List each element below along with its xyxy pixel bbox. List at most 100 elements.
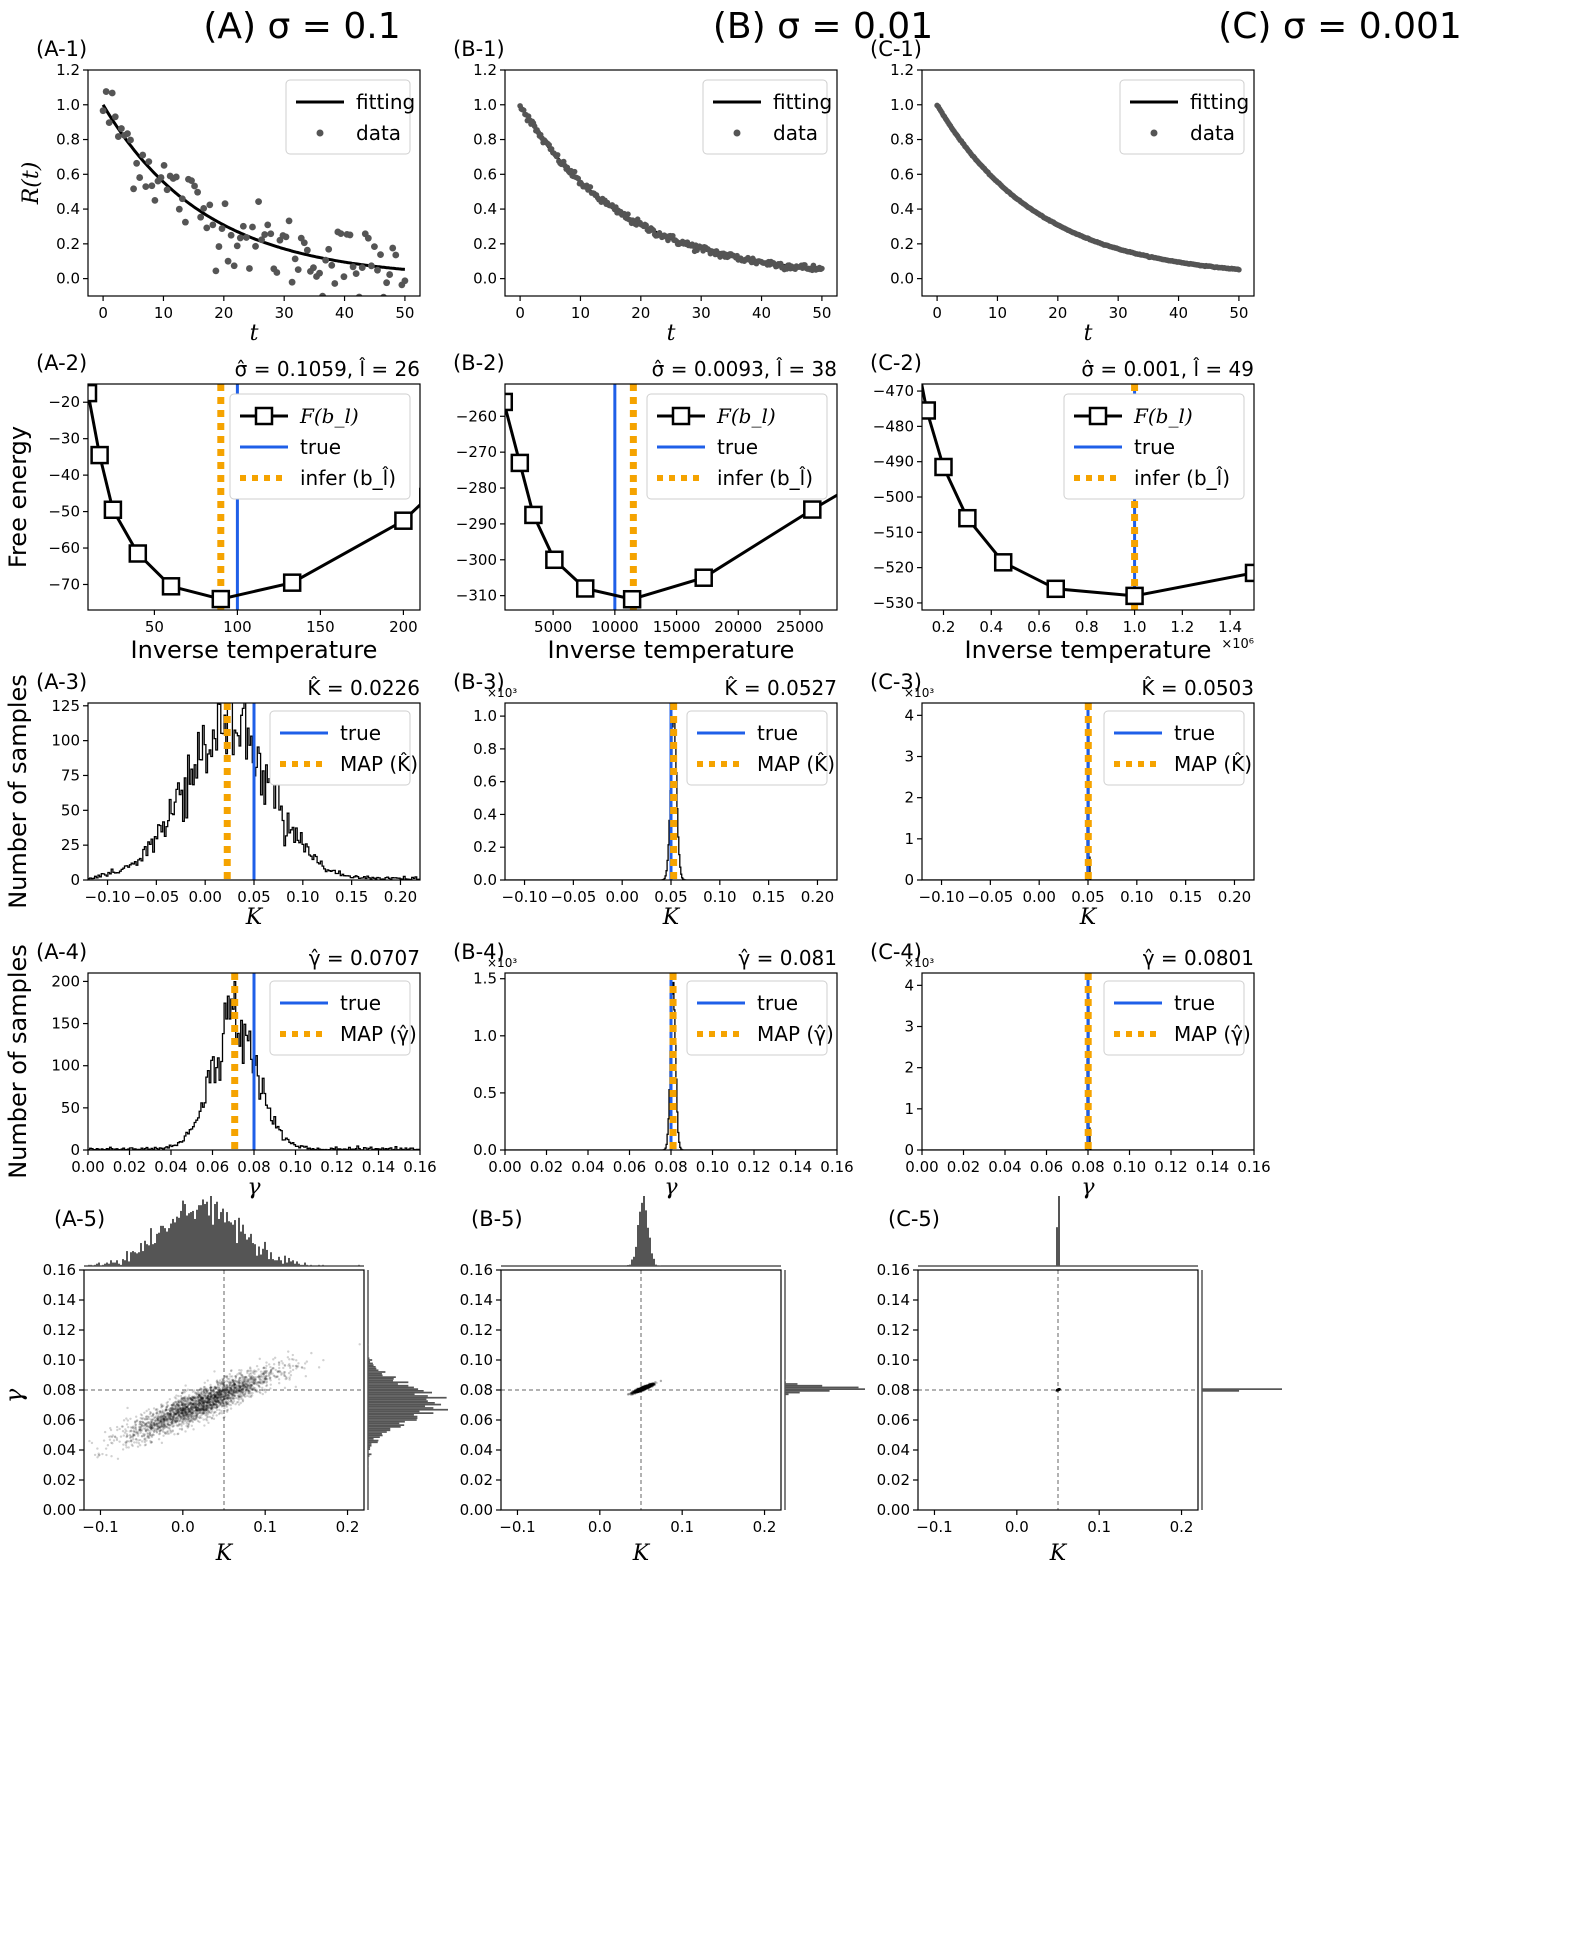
- sample-point: [166, 1413, 170, 1417]
- sample-point: [214, 1395, 217, 1399]
- sample-point: [197, 1396, 200, 1399]
- sample-point: [113, 1435, 117, 1439]
- sample-point: [191, 1399, 194, 1402]
- sample-point: [215, 1403, 218, 1406]
- sample-point: [164, 1423, 167, 1426]
- top-marginal-bar: [192, 1210, 194, 1266]
- sample-point: [199, 1407, 202, 1411]
- sample-point: [172, 1407, 176, 1411]
- sample-point: [253, 1370, 257, 1373]
- top-marginal-bar: [284, 1255, 286, 1266]
- sample-point: [274, 1368, 277, 1372]
- sample-point: [223, 1374, 226, 1378]
- sample-point: [182, 1413, 185, 1417]
- sample-point: [230, 1396, 234, 1399]
- sample-point: [186, 1404, 190, 1407]
- data-point: [367, 262, 375, 270]
- y-tick-label: 4: [904, 976, 914, 994]
- sample-point: [246, 1383, 250, 1386]
- right-marginal-bar: [368, 1383, 398, 1385]
- sample-point: [192, 1396, 196, 1400]
- sample-point: [194, 1416, 198, 1420]
- sample-point: [181, 1391, 184, 1395]
- sample-point: [146, 1428, 149, 1431]
- sample-point: [157, 1427, 161, 1430]
- sample-point: [163, 1419, 166, 1423]
- sample-point: [224, 1398, 228, 1401]
- sample-point: [232, 1383, 235, 1387]
- sample-point: [648, 1384, 652, 1388]
- sample-point: [279, 1371, 282, 1374]
- top-marginal-bar: [194, 1218, 196, 1266]
- sample-point: [234, 1402, 237, 1406]
- sample-point: [641, 1388, 645, 1391]
- sample-point: [224, 1404, 227, 1407]
- sample-point: [228, 1391, 231, 1394]
- sample-point: [239, 1384, 243, 1388]
- sample-point: [202, 1400, 205, 1404]
- top-marginal-bar: [294, 1263, 296, 1266]
- sample-point: [204, 1407, 207, 1410]
- sample-point: [217, 1412, 221, 1416]
- sample-point: [182, 1411, 185, 1415]
- sample-point: [222, 1389, 226, 1392]
- sample-point: [186, 1424, 190, 1427]
- sample-point: [223, 1380, 226, 1384]
- sample-point: [149, 1427, 153, 1431]
- panel-label: (B-4): [453, 940, 505, 964]
- sample-point: [183, 1409, 186, 1413]
- y-tick-label: 0.02: [43, 1471, 76, 1489]
- sample-point: [146, 1415, 149, 1418]
- sample-point: [240, 1388, 243, 1391]
- sample-point: [101, 1452, 104, 1456]
- sample-point: [237, 1395, 241, 1399]
- sample-point: [166, 1426, 169, 1429]
- sample-point: [199, 1407, 203, 1410]
- sample-point: [166, 1403, 169, 1407]
- sample-point: [217, 1404, 221, 1408]
- sample-point: [111, 1442, 114, 1445]
- sample-point: [168, 1416, 171, 1419]
- sample-point: [249, 1386, 253, 1389]
- sample-point: [222, 1416, 225, 1420]
- sample-point: [162, 1430, 165, 1434]
- sample-point: [221, 1401, 225, 1405]
- sample-point: [182, 1413, 185, 1417]
- sample-point: [212, 1406, 215, 1409]
- sample-point: [231, 1391, 234, 1395]
- right-marginal-bar: [368, 1419, 417, 1421]
- sample-point: [234, 1383, 237, 1387]
- sample-point: [219, 1395, 223, 1399]
- sample-point: [256, 1375, 260, 1379]
- data-point: [242, 234, 250, 241]
- sample-point: [216, 1405, 219, 1409]
- sample-point: [181, 1409, 185, 1412]
- top-marginal-bar: [318, 1264, 320, 1266]
- sample-point: [232, 1388, 235, 1391]
- sample-point: [209, 1407, 212, 1410]
- sample-point: [253, 1379, 256, 1383]
- panel-label: (C-3): [870, 670, 922, 694]
- sample-point: [204, 1409, 207, 1412]
- sample-point: [229, 1398, 233, 1402]
- data-point: [349, 263, 357, 271]
- sample-point: [155, 1412, 158, 1416]
- sample-point: [179, 1408, 183, 1412]
- sample-point: [166, 1415, 170, 1418]
- sample-point: [191, 1395, 195, 1399]
- sample-point: [209, 1385, 213, 1389]
- sample-point: [258, 1380, 262, 1383]
- sample-point: [168, 1412, 172, 1416]
- sample-point: [205, 1410, 209, 1413]
- sample-point: [190, 1404, 193, 1408]
- legend-swatch-marker: [254, 406, 274, 426]
- sample-point: [210, 1406, 214, 1409]
- right-marginal-bar: [368, 1448, 371, 1450]
- sample-point: [150, 1427, 153, 1430]
- free-energy-marker: [1125, 586, 1144, 606]
- sample-point: [151, 1418, 154, 1421]
- sample-point: [248, 1372, 251, 1376]
- sample-point: [200, 1404, 203, 1407]
- sample-point: [178, 1399, 181, 1403]
- sample-point: [183, 1397, 187, 1401]
